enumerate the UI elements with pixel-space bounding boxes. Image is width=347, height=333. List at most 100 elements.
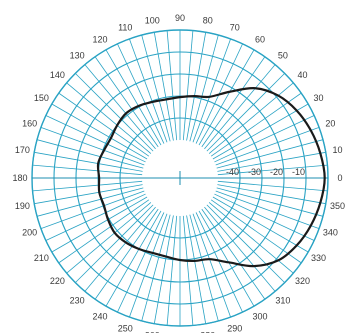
spoke-295 [195, 212, 243, 313]
spoke-205 [45, 193, 146, 241]
pattern-trace-0 [96, 87, 326, 268]
angle-label-210: 210 [34, 253, 49, 263]
spoke-175 [32, 164, 143, 176]
polar-grid [31, 29, 329, 327]
angle-label-180: 180 [12, 173, 27, 183]
angle-label-0: 0 [337, 173, 342, 183]
spoke-320 [208, 202, 294, 274]
spoke-235 [94, 208, 159, 300]
angle-label-340: 340 [323, 228, 338, 238]
angle-label-230: 230 [70, 296, 85, 306]
angle-label-350: 350 [330, 201, 345, 211]
spoke-60 [198, 49, 255, 146]
spoke-280 [186, 215, 207, 324]
spoke-100 [153, 32, 174, 141]
spoke-70 [192, 38, 231, 143]
spoke-75 [189, 34, 219, 142]
angle-label-150: 150 [34, 93, 49, 103]
spoke-285 [189, 214, 219, 322]
spoke-275 [182, 215, 194, 326]
spoke-255 [141, 214, 171, 322]
spoke-55 [201, 56, 266, 148]
radiation-pattern [96, 87, 326, 268]
spoke-170 [34, 151, 143, 172]
ring-label-m10: -10 [292, 167, 305, 177]
spoke-345 [216, 187, 324, 217]
spoke-20 [215, 127, 320, 166]
spoke-230 [84, 206, 156, 292]
angle-label-310: 310 [275, 296, 290, 306]
angle-label-100: 100 [145, 15, 160, 25]
spoke-315 [206, 204, 285, 283]
spoke-120 [105, 49, 162, 146]
spoke-45 [206, 73, 285, 152]
angle-label-220: 220 [50, 276, 65, 286]
spoke-240 [105, 210, 162, 307]
spoke-350 [217, 184, 326, 205]
spoke-95 [166, 30, 178, 141]
spoke-140 [66, 82, 152, 154]
spoke-40 [208, 82, 294, 154]
angle-label-320: 320 [295, 276, 310, 286]
angle-label-120: 120 [92, 34, 107, 44]
spoke-50 [204, 64, 276, 150]
spoke-85 [182, 30, 194, 141]
angle-label-80: 80 [203, 15, 213, 25]
angle-tick-labels: 0 10 20 30 40 50 60 70 80 90 100 110 120 130 140 150 160… [12, 13, 345, 333]
spoke-115 [117, 43, 165, 144]
spoke-225 [75, 204, 154, 283]
spoke-30 [212, 103, 309, 160]
spoke-330 [212, 196, 309, 253]
spoke-215 [58, 199, 150, 264]
spoke-110 [129, 38, 168, 143]
spoke-150 [51, 103, 148, 160]
spoke-355 [217, 180, 328, 192]
angle-label-300: 300 [252, 312, 267, 322]
angle-label-90: 90 [175, 13, 185, 23]
angle-label-200: 200 [22, 228, 37, 238]
angle-label-30: 30 [314, 93, 324, 103]
spoke-10 [217, 151, 326, 172]
spoke-165 [36, 139, 144, 169]
angle-label-240: 240 [92, 312, 107, 322]
angle-label-280: 280 [200, 331, 215, 333]
spoke-15 [216, 139, 324, 169]
angle-label-110: 110 [118, 23, 132, 33]
spoke-310 [204, 206, 276, 292]
spoke-190 [34, 184, 143, 205]
angle-label-140: 140 [50, 70, 65, 80]
spoke-145 [58, 92, 150, 157]
angle-label-170: 170 [15, 145, 30, 155]
angle-label-50: 50 [278, 50, 288, 60]
spoke-135 [75, 73, 154, 152]
radial-tick-labels: -40 -30 -20 -10 [226, 167, 305, 177]
spoke-210 [51, 196, 148, 253]
spoke-155 [45, 115, 146, 163]
spoke-35 [210, 92, 302, 157]
spoke-160 [40, 127, 145, 166]
spoke-305 [201, 208, 266, 300]
spoke-195 [36, 187, 144, 217]
ring-label-m30: -30 [248, 167, 261, 177]
spoke-5 [217, 164, 328, 176]
spoke-105 [141, 34, 171, 142]
spoke-250 [129, 213, 168, 318]
angle-label-60: 60 [255, 34, 265, 44]
spoke-265 [166, 215, 178, 326]
spoke-125 [94, 56, 159, 148]
angle-label-10: 10 [333, 145, 343, 155]
spoke-130 [84, 64, 156, 150]
angle-label-290: 290 [227, 323, 242, 333]
angle-label-260: 260 [145, 331, 160, 333]
angle-label-190: 190 [15, 201, 30, 211]
spoke-325 [210, 199, 302, 264]
spoke-80 [186, 32, 207, 141]
spoke-220 [66, 202, 152, 274]
spoke-185 [32, 180, 143, 192]
angle-label-70: 70 [230, 23, 240, 33]
angle-label-250: 250 [118, 323, 133, 333]
ring-label-m20: -20 [270, 167, 283, 177]
angle-label-20: 20 [325, 118, 335, 128]
